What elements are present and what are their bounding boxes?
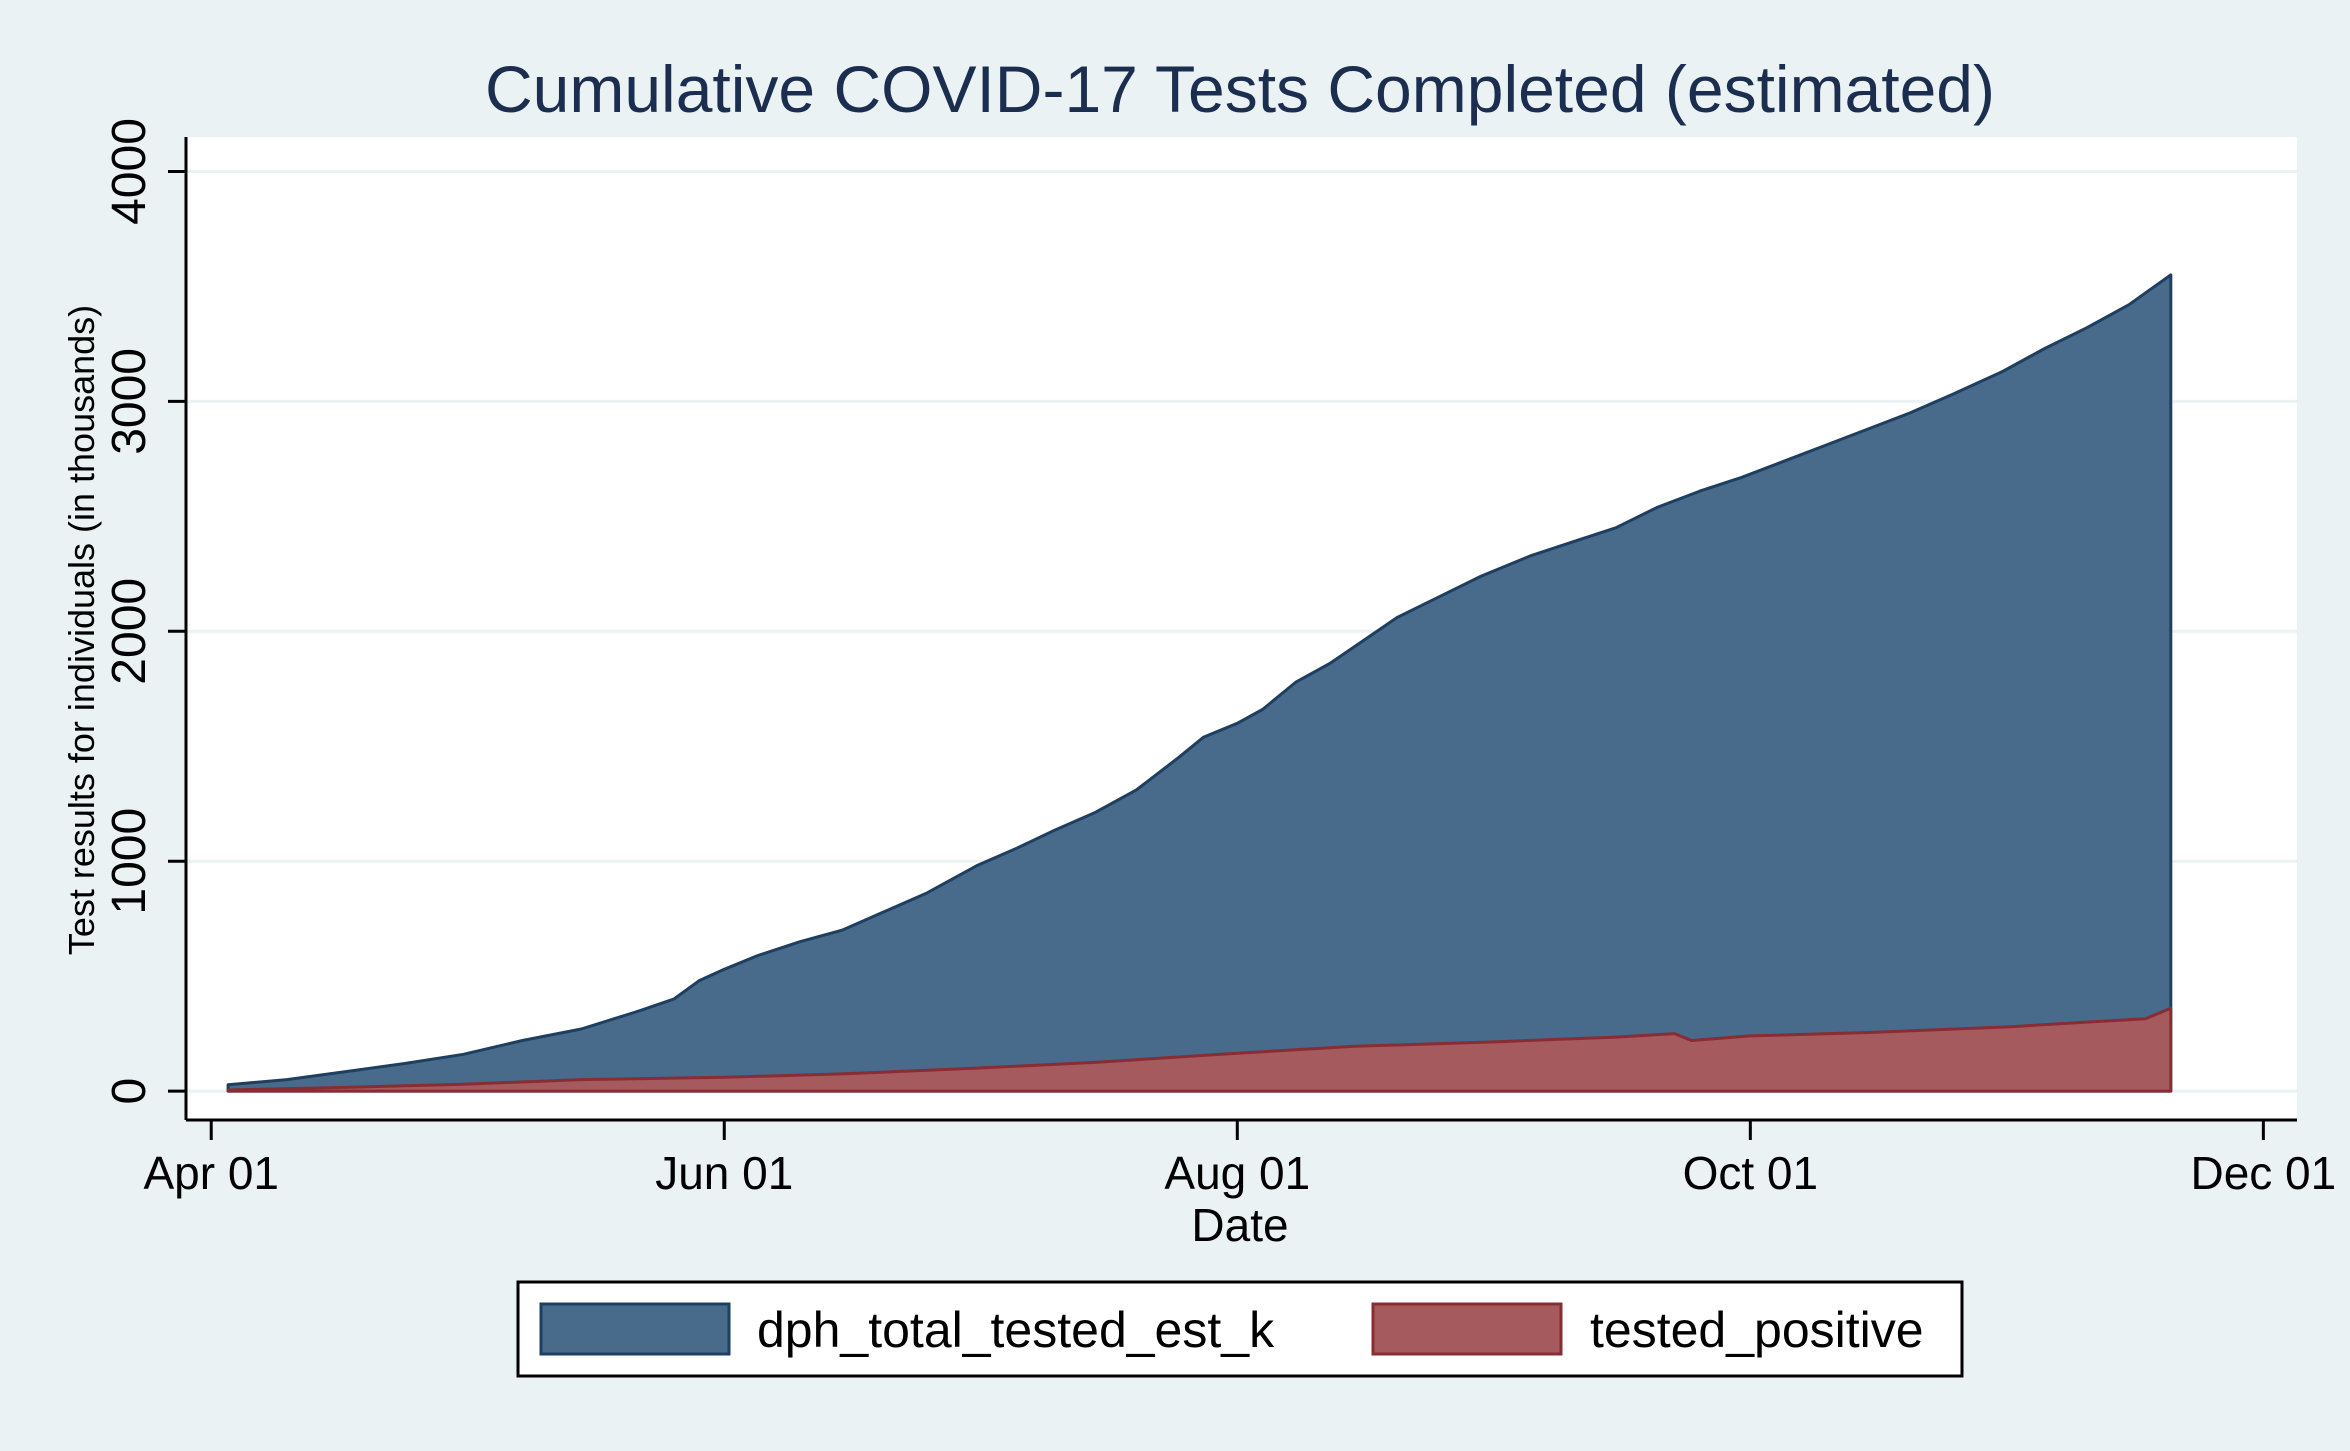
y-tick-label-2: 2000 [103,578,156,685]
x-tick-label-2: Aug 01 [1164,1147,1310,1199]
y-tick-label-1: 1000 [103,808,156,915]
x-tick-label-1: Jun 01 [655,1147,793,1199]
series-areas [226,273,2173,1093]
y-tick-label-4: 4000 [103,118,156,225]
axes: 0 1000 2000 3000 4000 Apr 01 Jun 01 Aug 01 Oct 0… [103,118,2336,1199]
y-tick-label-0: 0 [103,1078,156,1105]
x-tick-label-3: Oct 01 [1683,1147,1819,1199]
y-axis-label: Test results for individuals (in thousan… [61,305,102,955]
x-tick-label-0: Apr 01 [143,1147,279,1199]
legend-swatch-positive [1371,1302,1563,1356]
y-tick-label-3: 3000 [103,348,156,455]
area-series-positive [226,1006,2173,1093]
legend-label-total: dph_total_tested_est_k [757,1302,1275,1358]
x-tick-label-4: Dec 01 [2190,1147,2336,1199]
x-axis-label: Date [1191,1199,1288,1251]
legend-label-positive: tested_positive [1590,1302,1924,1358]
area-series-total [226,273,2173,1093]
legend-swatch-total [539,1302,731,1356]
legend: dph_total_tested_est_k tested_positive [516,1280,1964,1378]
legend-box [516,1280,1964,1378]
chart-title: Cumulative COVID-17 Tests Completed (est… [485,52,1995,126]
